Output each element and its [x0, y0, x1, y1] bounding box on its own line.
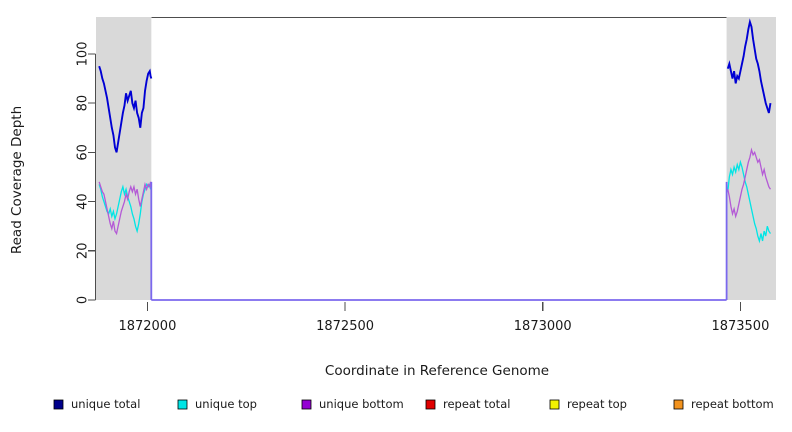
- series-line-unique-top: [727, 159, 772, 244]
- shaded-region-0: [96, 17, 152, 300]
- legend-swatch-repeat-top: [549, 399, 560, 410]
- x-tick-label: 1872000: [118, 319, 176, 334]
- boundary-lines: [150, 181, 728, 301]
- x-axis-title: Coordinate in Reference Genome: [325, 363, 549, 379]
- shaded-region-1: [726, 17, 776, 300]
- legend-label-unique-bottom: unique bottom: [319, 397, 404, 411]
- y-tick-label: 0: [76, 296, 91, 304]
- legend-label-repeat-total: repeat total: [443, 397, 510, 411]
- series-line-unique-bottom: [98, 181, 152, 236]
- y-axis: 0 20 40 60 80 100: [76, 41, 97, 304]
- legend-swatch-unique-bottom: [301, 399, 312, 410]
- series-line-unique-total: [98, 65, 153, 153]
- series-lines: [98, 18, 772, 244]
- y-tick-label: 20: [76, 243, 91, 260]
- y-tick-label: 80: [76, 95, 91, 112]
- legend-swatch-unique-top: [177, 399, 188, 410]
- legend-label-unique-top: unique top: [195, 397, 257, 411]
- shaded-regions: [96, 17, 776, 300]
- legend-swatch-repeat-bottom: [673, 399, 684, 410]
- x-axis: 1872000 1872500 1873000 1873500: [118, 302, 769, 334]
- y-tick-label: 40: [76, 193, 91, 210]
- x-tick-label: 1873500: [711, 319, 769, 334]
- series-line-unique-bottom: [727, 147, 772, 219]
- legend-swatch-repeat-total: [425, 399, 436, 410]
- y-axis-title: Read Coverage Depth: [9, 106, 25, 254]
- legend: unique total unique top unique bottom repea…: [53, 397, 774, 411]
- legend-swatch-unique-total: [53, 399, 64, 410]
- legend-label-repeat-bottom: repeat bottom: [691, 397, 774, 411]
- series-line-unique-total: [726, 18, 772, 114]
- legend-label-repeat-top: repeat top: [567, 397, 627, 411]
- x-tick-label: 1872500: [316, 319, 374, 334]
- y-tick-label: 60: [76, 144, 91, 161]
- y-tick-label: 100: [76, 41, 91, 66]
- x-tick-label: 1873000: [514, 319, 572, 334]
- legend-label-unique-total: unique total: [71, 397, 140, 411]
